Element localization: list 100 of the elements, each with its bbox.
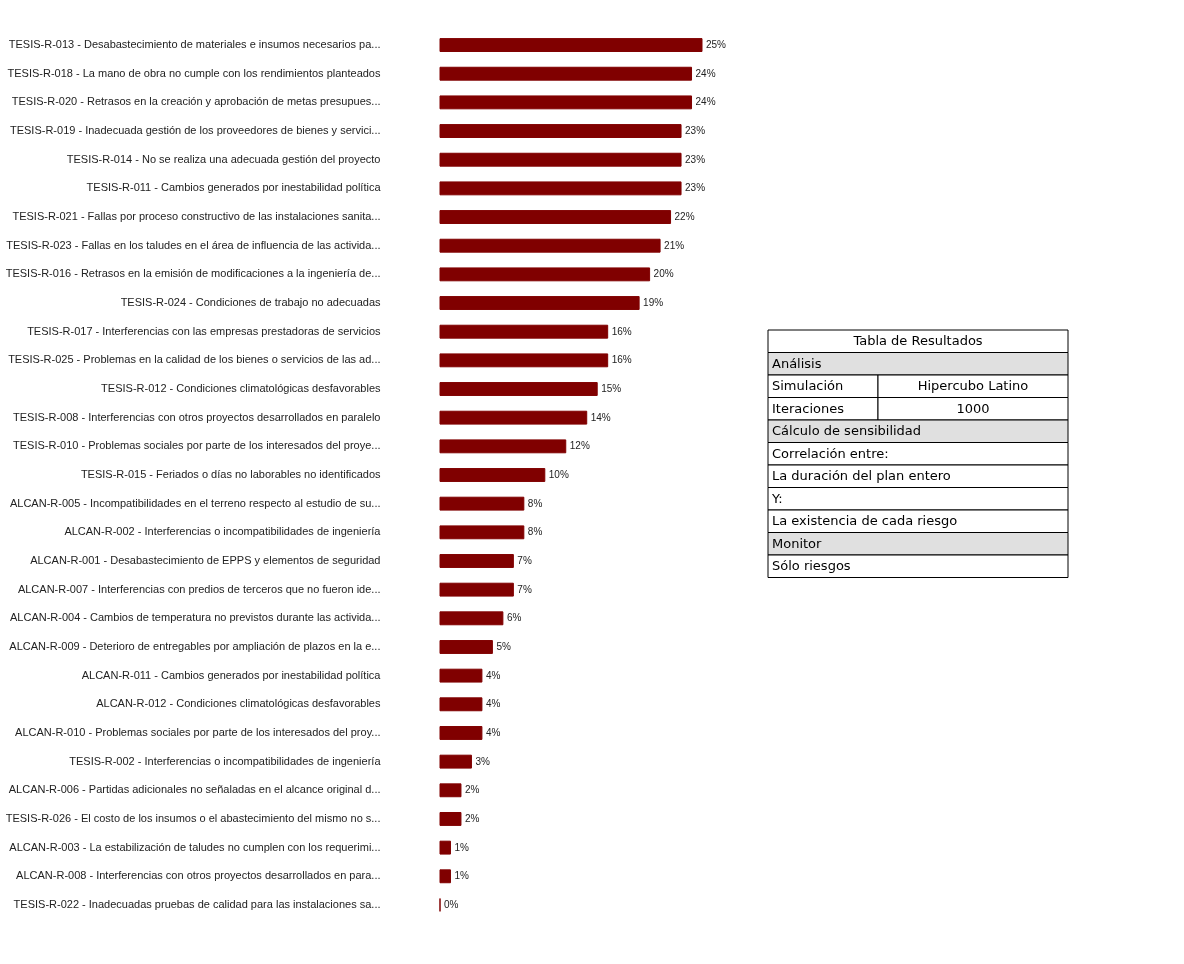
data-label: 21%	[664, 239, 685, 251]
bar	[439, 582, 514, 597]
y-tick-label: ALCAN-R-007 - Interferencias con predios de terceros que no fueron ide...	[17, 582, 381, 595]
y-tick-label: ALCAN-R-006 - Partidas adicionales no señaladas en el alcance original d...	[8, 783, 381, 796]
data-label: 24%	[695, 67, 716, 79]
data-label: 16%	[611, 354, 632, 366]
bar	[439, 468, 546, 482]
text: Análisis	[772, 355, 822, 371]
data-label: 4%	[485, 698, 501, 710]
y-tick-label: TESIS-R-019 - Inadecuada gestión de los proveedores de bienes y servici...	[9, 124, 381, 137]
y-tick-label: ALCAN-R-005 - Incompatibilidades en el terreno respecto al estudio de su...	[9, 496, 381, 509]
y-tick-label: TESIS-R-014 - No se realiza una adecuada gestión del proyecto	[66, 152, 381, 165]
data-label: 20%	[653, 268, 674, 280]
y-tick-label: TESIS-R-024 - Condiciones de trabajo no adecuadas	[120, 296, 381, 309]
bar	[439, 439, 567, 454]
y-tick-label: ALCAN-R-012 - Condiciones climatológicas desfavorables	[96, 697, 381, 710]
y-tick-label: ALCAN-R-004 - Cambios de temperatura no previstos durante las activida...	[9, 611, 381, 624]
bar	[439, 181, 682, 196]
data-label: 2%	[464, 784, 480, 796]
y-tick-label: ALCAN-R-011 - Cambios generados por inestabilidad política	[81, 668, 382, 681]
bar	[439, 640, 493, 654]
bar	[439, 382, 598, 396]
y-tick-label: TESIS-R-020 - Retrasos en la creación y aprobación de metas presupues...	[11, 95, 381, 108]
y-tick-label: TESIS-R-017 - Interferencias con las empresas prestadoras de servicios	[27, 324, 381, 337]
bar	[439, 296, 640, 310]
data-label: 4%	[485, 669, 501, 681]
data-label: 16%	[611, 325, 632, 337]
y-tick-label: TESIS-R-026 - El costo de los insumos o el abastecimiento del mismo no s...	[5, 811, 381, 824]
y-tick-label: TESIS-R-015 - Feriados o días no laborables no identificados	[80, 468, 381, 480]
text: Cálculo de sensibilidad	[772, 423, 922, 439]
bar	[439, 210, 672, 224]
bar	[439, 238, 661, 253]
data-label: 19%	[643, 297, 664, 309]
data-label: 3%	[475, 755, 490, 767]
text: 1000	[956, 400, 990, 416]
y-tick-label: ALCAN-R-003 - La estabilización de taludes no cumplen con los requerimi...	[9, 840, 381, 853]
data-label: 14%	[590, 411, 611, 423]
y-tick-label: ALCAN-R-002 - Interferencias o incompatibilidades de ingeniería	[64, 525, 382, 538]
data-label: 2%	[464, 812, 480, 824]
data-label: 12%	[569, 440, 590, 452]
y-tick-label: TESIS-R-021 - Fallas por proceso constructivo de las instalaciones sanita...	[12, 210, 381, 223]
bar	[439, 611, 504, 626]
text: Monitor	[772, 535, 823, 551]
bar	[439, 353, 609, 368]
data-label: 10%	[548, 469, 569, 480]
y-tick-label: TESIS-R-023 - Fallas en los taludes en el área de influencia de las activida...	[6, 238, 381, 251]
y-tick-label: TESIS-R-022 - Inadecuadas pruebas de calidad para las instalaciones sa...	[13, 897, 381, 910]
bar	[439, 95, 693, 110]
text: Tabla de Resultados	[852, 333, 983, 349]
bar	[439, 812, 462, 826]
data-label: 22%	[674, 211, 695, 223]
bar	[439, 668, 483, 683]
data-label: 23%	[685, 182, 706, 194]
y-tick-label: TESIS-R-011 - Cambios generados por inestabilidad política	[86, 181, 382, 194]
y-tick-label: TESIS-R-008 - Interferencias con otros proyectos desarrollados en paralelo	[13, 410, 381, 423]
y-tick-label: TESIS-R-016 - Retrasos en la emisión de modificaciones a la ingeniería de...	[5, 267, 381, 280]
y-tick-label: TESIS-R-012 - Condiciones climatológicas desfavorables	[101, 382, 381, 395]
text: La duración del plan entero	[772, 468, 951, 484]
y-tick-label: ALCAN-R-001 - Desabastecimiento de EPPS y elementos de seguridad	[30, 553, 381, 566]
y-tick-label: ALCAN-R-009 - Deterioro de entregables por ampliación de plazos en la e...	[9, 639, 381, 652]
y-tick-label: TESIS-R-010 - Problemas sociales por parte de los interesados del proye...	[13, 439, 381, 452]
text: Correlación entre:	[772, 445, 889, 461]
text: Iteraciones	[772, 400, 845, 416]
data-label: 25%	[706, 39, 727, 51]
data-label: 8%	[527, 497, 543, 509]
data-label: 24%	[695, 96, 716, 108]
data-label: 23%	[685, 125, 706, 137]
data-label: 6%	[506, 612, 522, 624]
bar	[439, 410, 588, 425]
data-label: 23%	[685, 153, 706, 165]
bar	[439, 783, 462, 798]
data-label: 1%	[454, 870, 470, 882]
bar	[439, 324, 609, 339]
data-label: 1%	[454, 841, 470, 853]
data-label: 5%	[496, 640, 511, 652]
bar	[439, 267, 651, 282]
data-label: 15%	[601, 383, 622, 395]
bar	[439, 726, 483, 740]
data-label: 8%	[527, 526, 543, 538]
data-label: 7%	[517, 583, 532, 595]
y-tick-label: ALCAN-R-010 - Problemas sociales por parte de los interesados del proy...	[15, 725, 381, 738]
bar	[439, 124, 682, 138]
bar	[439, 66, 693, 81]
data-label: 7%	[517, 554, 532, 566]
y-tick-label: TESIS-R-013 - Desabastecimiento de materiales e insumos necesarios pa...	[8, 38, 381, 51]
y-tick-label: TESIS-R-002 - Interferencias o incompatibilidades de ingeniería	[69, 754, 382, 767]
bar	[439, 754, 472, 769]
bar	[439, 554, 514, 568]
y-tick-label: TESIS-R-018 - La mano de obra no cumple con los rendimientos planteados	[7, 66, 381, 79]
y-tick-label: ALCAN-R-008 - Interferencias con otros proyectos desarrollados en para...	[16, 869, 381, 882]
text: La existencia de cada riesgo	[772, 513, 958, 529]
text: Sólo riesgos	[772, 558, 851, 574]
bar	[439, 840, 451, 855]
bar	[439, 496, 525, 511]
bar	[439, 697, 483, 712]
bar	[439, 152, 682, 167]
y-tick-label: TESIS-R-025 - Problemas en la calidad de los bienes o servicios de las ad...	[8, 353, 381, 366]
bar	[439, 38, 703, 52]
data-label: 4%	[485, 726, 501, 738]
bar	[439, 525, 525, 540]
